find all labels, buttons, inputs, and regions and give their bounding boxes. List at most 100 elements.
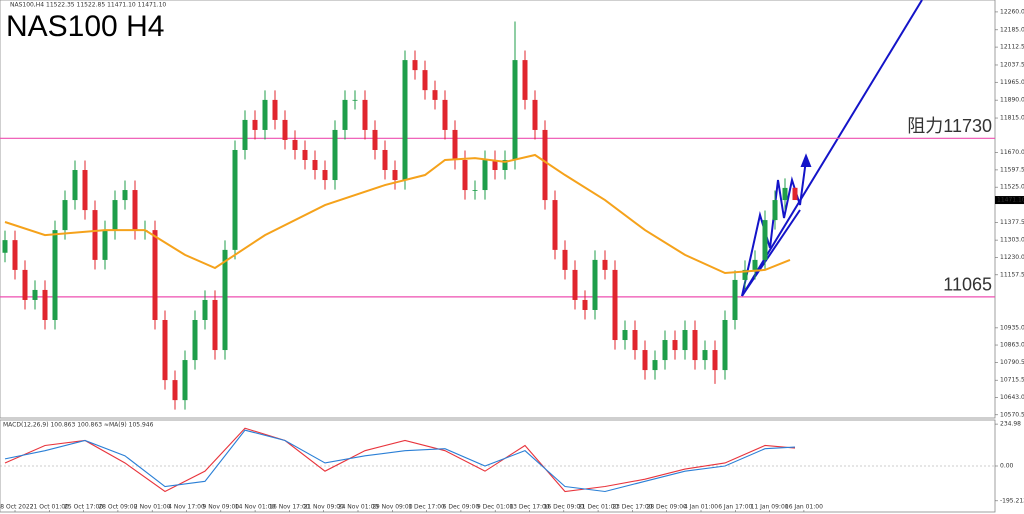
candle-body [262,99,268,130]
y-tick-label: 11157.50 [1000,271,1024,278]
candle-body [742,269,748,280]
candle-body [372,129,378,150]
candle-body [362,99,368,130]
y-tick-label: 11230.00 [1000,254,1024,261]
x-tick-label: 28 Dec 09:00 [647,504,688,511]
x-tick-label: 21 Oct 01:00 [30,504,69,511]
y-tick-label: 10935.00 [1000,324,1024,331]
y-tick-label: 12112.50 [1000,44,1024,51]
candle-body [412,60,418,71]
candle-body [242,119,248,150]
candle-body [702,350,708,361]
macd-line [4,427,796,493]
candle-body [332,129,338,181]
candle-body [512,60,518,160]
candle-body [782,187,788,201]
candle-body [652,360,658,371]
candle-body [672,340,678,351]
x-tick-label: 2 Nov 01:00 [134,504,171,511]
chart-title: NAS100 H4 [6,10,164,43]
candle-body [392,170,398,181]
candle-body [122,190,128,201]
candle-body [772,200,778,221]
last-price-box [995,196,1024,205]
x-tick-label: 21 Nov 09:00 [303,504,344,511]
y-tick-label: 12037.50 [1000,61,1024,68]
candle-body [92,210,98,260]
x-tick-label: 9 Dec 01:00 [477,504,514,511]
candle-body [192,319,198,361]
x-tick-label: 4 Jan 01:00 [684,504,718,511]
header: NAS100,H4 11522.35 11522.85 11471.10 114… [10,2,166,9]
candle-body [592,259,598,310]
y-tick-label: 10863.00 [1000,342,1024,349]
candle-body [322,170,328,181]
x-tick-label: 9 Nov 09:00 [202,504,239,511]
x-tick-label: 1 Dec 17:00 [408,504,445,511]
candle-body [222,249,228,351]
candle-body [442,99,448,130]
y-tick-label: 11965.00 [1000,79,1024,86]
candle-body [232,149,238,250]
candle-body [462,159,468,191]
candle-body [532,99,538,130]
macd-title: MACD(12,26,9) 100.863 100.863 ≈MA(9) 105… [3,422,154,429]
candle-body [402,60,408,181]
candle-body [692,330,698,361]
candle-body [282,119,288,140]
candle-body [622,330,628,341]
candle-body [42,289,48,320]
x-tick-label: 16 Dec 09:00 [544,504,585,511]
y-tick-label: 11670.00 [1000,149,1024,156]
candle-body [342,99,348,130]
candle-body [792,187,798,201]
macd-y-tick-label: 0.00 [1000,463,1014,470]
candle-body [502,159,508,171]
candle-body [2,240,8,253]
candle-body [732,279,738,320]
macd-y-tick-label: 234.98 [1000,421,1021,428]
candle-body [642,350,648,371]
x-tick-label: 29 Nov 09:00 [372,504,413,511]
candle-body [202,299,208,320]
candle-body [112,200,118,231]
candle-body [552,200,558,250]
moving-average [4,153,791,275]
candle-body [492,159,498,171]
x-tick-label: 11 Jan 09:00 [751,504,789,511]
x-tick-label: 23 Dec 17:00 [612,504,653,511]
candle-body [212,299,218,351]
candle-body [162,319,168,381]
x-tick-label: 16 Jan 01:00 [785,504,823,511]
candle-body [752,259,758,270]
y-tick-label: 10643.00 [1000,394,1024,401]
candle-body [562,249,568,270]
candle-body [352,99,358,101]
y-tick-label: 10570.50 [1000,411,1024,418]
candle-body [172,380,178,401]
candle-body [482,159,488,191]
y-tick-label: 11377.50 [1000,219,1024,226]
candle-body [602,259,608,270]
candle-body [472,190,478,191]
x-tick-label: 18 Oct 2022 [0,504,34,511]
candle-body [572,269,578,300]
candle-body [182,360,188,401]
candle-body [542,129,548,201]
last-price-label: 11471.10 [997,197,1024,204]
candle-body [762,220,768,260]
candle-body [582,299,588,310]
candle-body [72,170,78,201]
x-tick-label: 4 Nov 17:00 [168,504,205,511]
y-tick-label: 11303.00 [1000,237,1024,244]
candle-body [292,139,298,150]
x-tick-label: 24 Nov 01:00 [338,504,379,511]
x-tick-label: 16 Nov 17:00 [269,504,310,511]
candle-body [52,230,58,320]
candle-body [422,70,428,91]
candle-body [102,230,108,260]
x-tick-label: 14 Nov 01:00 [235,504,276,511]
x-tick-label: 21 Dec 01:00 [578,504,619,511]
y-tick-label: 11597.50 [1000,166,1024,173]
candle-body [712,350,718,371]
